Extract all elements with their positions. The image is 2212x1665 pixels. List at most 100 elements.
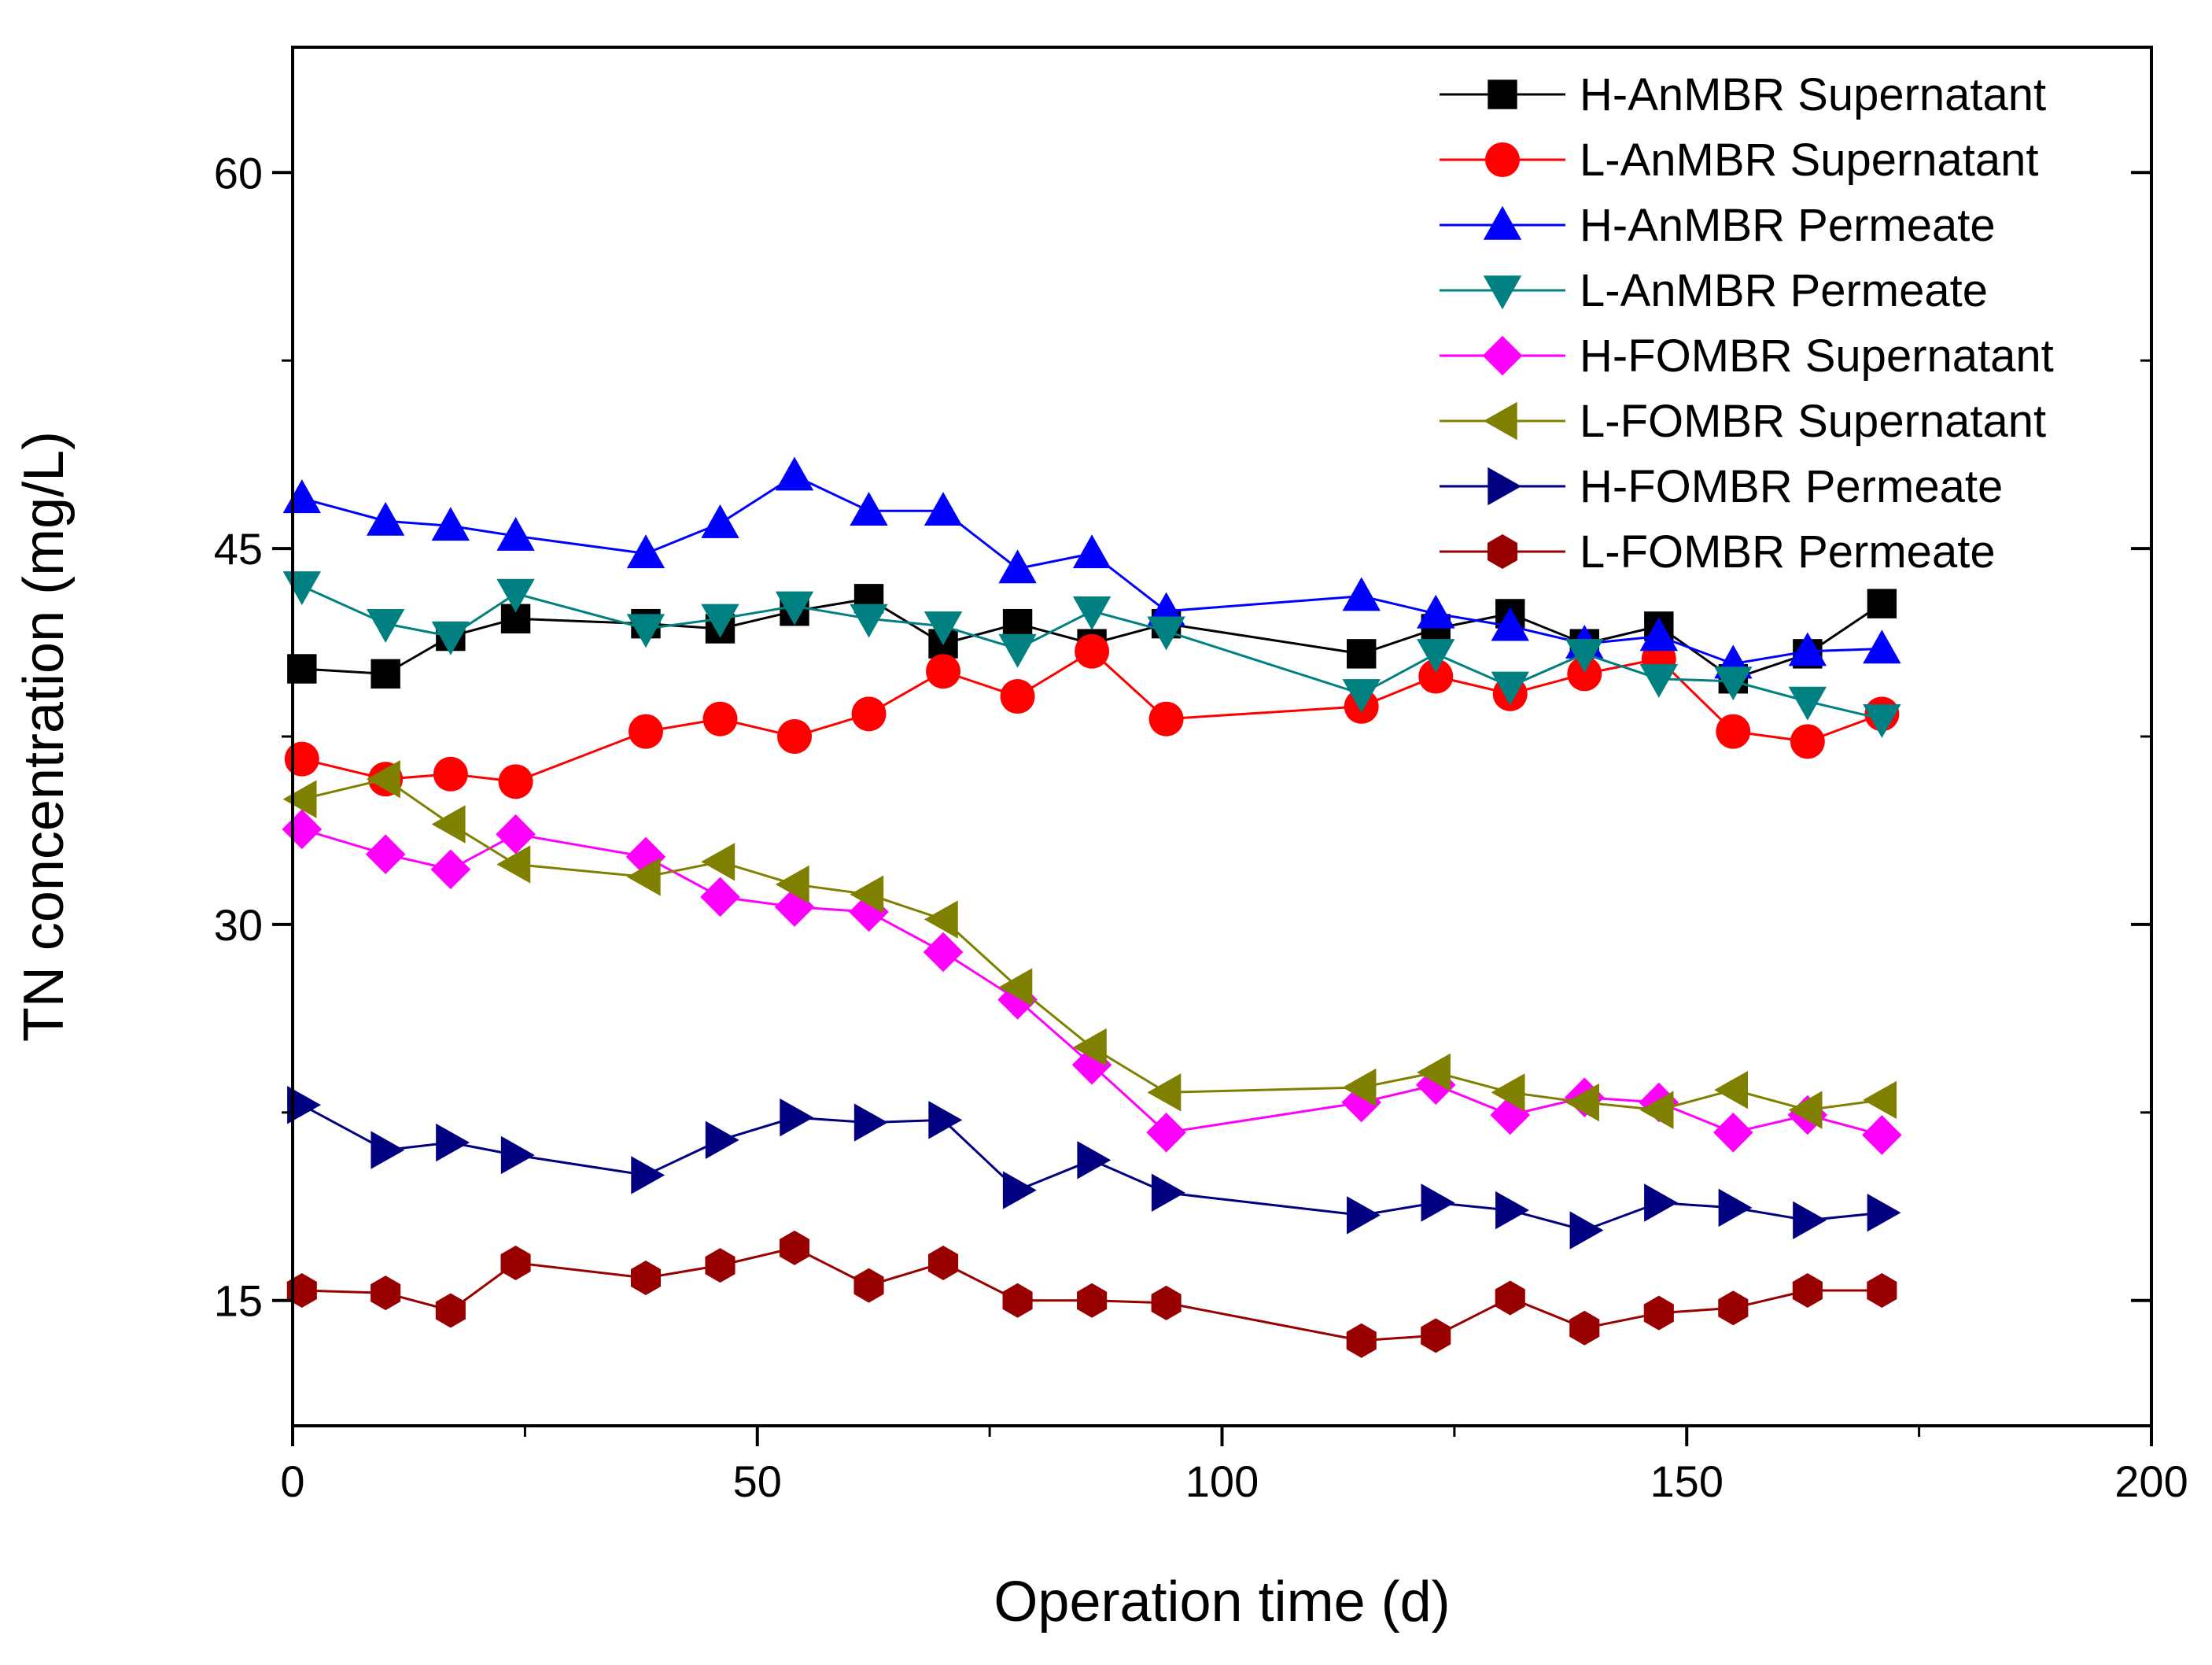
data-point — [1569, 1211, 1604, 1250]
data-point — [705, 1120, 739, 1160]
legend-marker — [1488, 79, 1517, 109]
data-point — [1342, 1068, 1377, 1107]
data-point — [496, 845, 531, 884]
data-point — [431, 805, 466, 844]
data-point — [1072, 596, 1112, 630]
data-point — [701, 504, 739, 538]
legend-item: L-AnMBR Supernatant — [1440, 135, 2039, 186]
data-point — [1867, 1194, 1901, 1232]
data-point — [998, 968, 1033, 1006]
data-point — [1713, 1113, 1753, 1153]
data-point — [366, 608, 405, 643]
x-tick-label: 100 — [1185, 1456, 1259, 1506]
y-tick-label: 45 — [214, 524, 263, 574]
data-point — [853, 1268, 884, 1303]
data-point — [436, 1123, 470, 1162]
data-point — [1342, 679, 1381, 714]
data-point — [496, 814, 536, 855]
data-point — [1148, 701, 1184, 737]
data-point — [282, 479, 322, 514]
series-l-fombr-permeate — [286, 1230, 1897, 1358]
data-point — [1714, 666, 1753, 701]
data-point — [1565, 1083, 1599, 1122]
data-point — [701, 604, 739, 638]
data-point — [1718, 1188, 1753, 1228]
data-point — [700, 877, 740, 917]
data-point — [1072, 1028, 1107, 1067]
data-point — [371, 1131, 405, 1169]
series-h-fombr-permeate — [287, 1086, 1901, 1250]
data-point — [1418, 659, 1454, 694]
data-point — [1863, 1080, 1897, 1120]
data-point — [1716, 714, 1751, 749]
data-point — [1002, 1171, 1037, 1209]
data-point — [1862, 1115, 1902, 1155]
data-point — [1417, 639, 1455, 674]
data-point — [924, 900, 958, 939]
data-point — [500, 1245, 531, 1280]
data-point — [705, 1248, 735, 1283]
data-point — [775, 591, 814, 626]
data-point — [1077, 1141, 1112, 1180]
data-point — [1002, 1283, 1033, 1318]
data-point — [850, 875, 884, 914]
data-point — [1147, 1073, 1182, 1112]
data-point — [1788, 632, 1827, 666]
data-point — [1347, 1196, 1381, 1235]
data-point — [998, 633, 1037, 668]
data-point — [1569, 1310, 1600, 1346]
legend-item: L-FOMBR Permeate — [1440, 526, 1996, 578]
legend-item: H-FOMBR Permeate — [1440, 461, 2003, 512]
data-point — [286, 1272, 317, 1308]
data-point — [1644, 1183, 1679, 1222]
series-l-fombr-supernatant — [282, 759, 1897, 1129]
data-point — [927, 1245, 959, 1280]
legend-label: L-FOMBR Supernatant — [1580, 396, 2046, 447]
data-point — [1565, 639, 1604, 674]
data-point — [500, 1135, 535, 1175]
x-tick-label: 0 — [280, 1456, 304, 1506]
data-point — [1867, 1272, 1897, 1308]
legend-label: H-AnMBR Supernatant — [1580, 69, 2046, 120]
data-point — [630, 1261, 662, 1296]
series-l-anmbr-permeate — [282, 571, 1901, 738]
data-point — [371, 1276, 401, 1311]
data-point — [1417, 1053, 1451, 1092]
data-point — [924, 611, 963, 646]
legend-label: L-AnMBR Supernatant — [1580, 135, 2039, 186]
data-point — [1639, 617, 1679, 652]
data-point — [851, 696, 887, 732]
data-point — [1639, 664, 1679, 698]
data-point — [284, 741, 319, 777]
data-point — [1421, 1183, 1455, 1222]
data-point — [853, 1103, 888, 1142]
axes-layer: 0 50 100 150 200 15 30 45 60 — [214, 46, 2188, 1506]
data-point — [850, 604, 888, 638]
data-point — [775, 865, 809, 904]
y-tick-label: 30 — [214, 900, 263, 950]
data-point — [496, 578, 535, 613]
data-point — [1146, 1113, 1186, 1153]
data-point — [1718, 1290, 1749, 1326]
legend-marker — [1482, 335, 1523, 376]
data-point — [780, 1098, 814, 1137]
legend-label: H-FOMBR Permeate — [1580, 461, 2003, 512]
data-point — [1639, 1091, 1674, 1129]
data-point — [365, 834, 406, 875]
legend-label: L-AnMBR Permeate — [1580, 265, 1988, 316]
data-point — [1077, 1283, 1108, 1318]
data-point — [1421, 1318, 1451, 1353]
data-point — [1000, 679, 1035, 714]
legend-marker — [1483, 275, 1522, 310]
data-point — [1643, 1295, 1674, 1331]
data-point — [775, 456, 814, 491]
series-line — [301, 474, 1882, 666]
data-point — [626, 534, 665, 569]
data-point — [779, 1230, 810, 1265]
data-point — [1790, 724, 1825, 759]
data-point — [1863, 629, 1901, 664]
data-point — [1792, 1272, 1823, 1308]
legend-marker — [1488, 467, 1522, 506]
data-point — [626, 858, 661, 896]
